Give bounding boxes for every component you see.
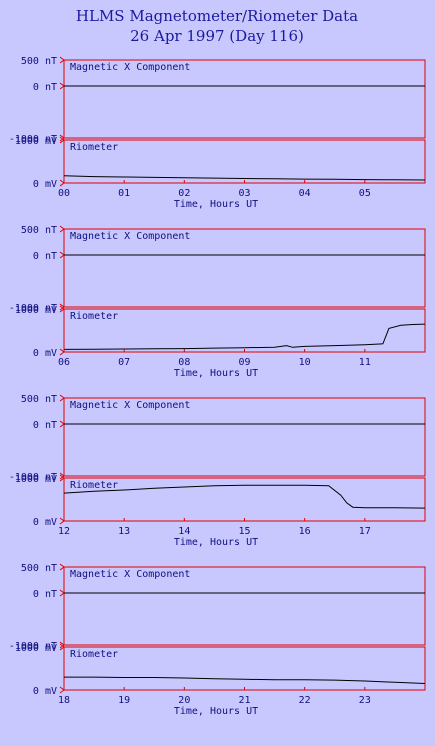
riometer-panel-label: Riometer <box>70 480 118 491</box>
x-tick-label: 23 <box>359 695 371 706</box>
magnetometer-y-tick-label: 500 nT <box>21 225 57 236</box>
magnetometer-y-tick <box>59 251 65 259</box>
magnetometer-y-tick <box>59 472 65 480</box>
x-tick-label: 15 <box>238 526 250 537</box>
x-axis-label: Time, Hours UT <box>174 368 258 379</box>
magnetometer-y-tick <box>59 420 65 428</box>
chart-title: HLMS Magnetometer/Riometer Data <box>76 7 358 25</box>
x-axis-label: Time, Hours UT <box>174 706 258 717</box>
magnetometer-panel-label: Magnetic X Component <box>70 400 190 411</box>
x-tick-label: 01 <box>118 188 130 199</box>
riometer-y-tick-label: 1000 mV <box>15 136 57 147</box>
magnetometer-y-tick <box>59 56 65 64</box>
riometer-y-tick <box>59 179 65 187</box>
x-tick-label: 11 <box>359 357 371 368</box>
x-tick-label: 09 <box>238 357 250 368</box>
riometer-y-tick-label: 1000 mV <box>15 474 57 485</box>
x-axis-label: Time, Hours UT <box>174 537 258 548</box>
x-tick-label: 12 <box>58 526 70 537</box>
magnetometer-panel-label: Magnetic X Component <box>70 62 190 73</box>
riometer-series-line <box>63 484 426 509</box>
x-tick-label: 07 <box>118 357 130 368</box>
magnetometer-y-tick-label: 0 nT <box>33 589 57 600</box>
magnetometer-y-tick-label: -1000 nT <box>9 472 57 483</box>
x-tick-label: 16 <box>299 526 311 537</box>
riometer-panel-label: Riometer <box>70 311 118 322</box>
x-tick-label: 21 <box>238 695 250 706</box>
x-tick-label: 04 <box>299 188 311 199</box>
magnetometer-y-tick <box>59 303 65 311</box>
magnetometer-y-tick-label: 0 nT <box>33 82 57 93</box>
riometer-series-line <box>64 676 426 684</box>
riometer-panel-label: Riometer <box>70 649 118 660</box>
chart-subtitle: 26 Apr 1997 (Day 116) <box>130 27 304 45</box>
magnetometer-panel-label: Magnetic X Component <box>70 569 190 580</box>
x-tick-label: 14 <box>178 526 190 537</box>
x-tick-label: 08 <box>178 357 190 368</box>
magnetometer-y-tick <box>59 641 65 649</box>
riometer-y-tick <box>59 136 65 144</box>
magnetometer-frame <box>63 59 426 139</box>
x-tick-label: 20 <box>178 695 190 706</box>
riometer-y-tick <box>59 643 65 651</box>
riometer-panel-label: Riometer <box>70 142 118 153</box>
riometer-series-line <box>63 175 426 181</box>
riometer-y-tick <box>59 686 65 694</box>
x-tick-label: 22 <box>299 695 311 706</box>
x-tick-label: 00 <box>58 188 70 199</box>
riometer-y-tick-label: 0 mV <box>33 348 57 359</box>
magnetometer-y-tick <box>59 589 65 597</box>
x-tick-label: 10 <box>299 357 311 368</box>
panels-group: Magnetic X Component 500 nT 0 nT -1000 nT Ri… <box>9 56 426 717</box>
x-axis-label: Time, Hours UT <box>174 199 258 210</box>
magnetometer-y-tick-label: -1000 nT <box>9 641 57 652</box>
magnetometer-frame <box>63 397 426 477</box>
x-tick-label: 02 <box>178 188 190 199</box>
magnetometer-y-tick-label: 0 nT <box>33 251 57 262</box>
magnetometer-y-tick-label: 0 nT <box>33 420 57 431</box>
magnetometer-y-tick <box>59 225 65 233</box>
riometer-y-tick-label: 0 mV <box>33 686 57 697</box>
magnetometer-y-tick-label: 500 nT <box>21 394 57 405</box>
x-tick-label: 13 <box>118 526 130 537</box>
riometer-series-line <box>63 323 426 350</box>
x-tick-label: 06 <box>58 357 70 368</box>
riometer-y-tick <box>59 348 65 356</box>
magnetometer-y-tick <box>59 394 65 402</box>
magnetometer-y-tick <box>59 134 65 142</box>
magnetometer-y-tick-label: -1000 nT <box>9 303 57 314</box>
riometer-y-tick-label: 0 mV <box>33 179 57 190</box>
x-tick-label: 05 <box>359 188 371 199</box>
riometer-y-tick-label: 1000 mV <box>15 643 57 654</box>
riometer-y-tick-label: 1000 mV <box>15 305 57 316</box>
magnetometer-y-tick <box>59 82 65 90</box>
x-tick-label: 03 <box>238 188 250 199</box>
magnetometer-y-tick-label: 500 nT <box>21 563 57 574</box>
magnetometer-y-tick-label: 500 nT <box>21 56 57 67</box>
magnetometer-panel-label: Magnetic X Component <box>70 231 190 242</box>
x-tick-label: 18 <box>58 695 70 706</box>
riometer-y-tick-label: 0 mV <box>33 517 57 528</box>
magnetometer-y-tick-label: -1000 nT <box>9 134 57 145</box>
riometer-y-tick <box>59 305 65 313</box>
magnetometer-frame <box>63 566 426 646</box>
x-tick-label: 19 <box>118 695 130 706</box>
magnetometer-y-tick <box>59 563 65 571</box>
x-tick-label: 17 <box>359 526 371 537</box>
riometer-y-tick <box>59 474 65 482</box>
magnetometer-frame <box>63 228 426 308</box>
riometer-y-tick <box>59 517 65 525</box>
